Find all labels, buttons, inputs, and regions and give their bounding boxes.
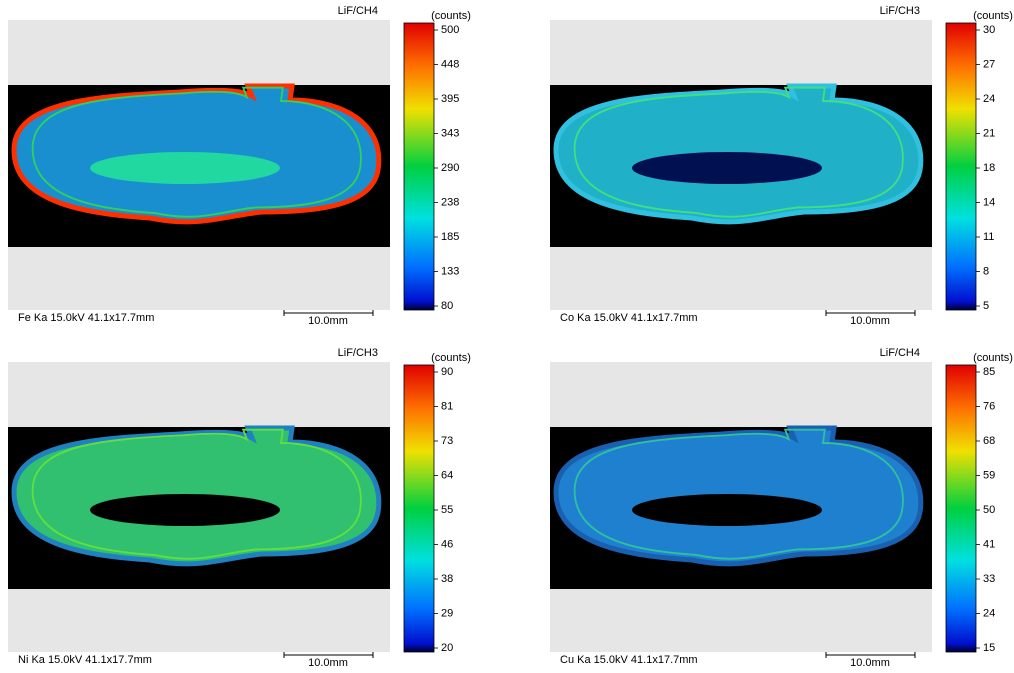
scale-tick-label: 46: [441, 538, 453, 550]
scale-bar-label: 10.0mm: [850, 315, 890, 327]
map-panel: LiF/CH3 (counts) 90 81 73 64 55 46 38 29 20 Ni Ka 1…: [8, 347, 471, 669]
scale-tick-label: 500: [441, 24, 459, 36]
scale-bar-label: 10.0mm: [308, 315, 348, 327]
scale-tick-label: 5: [983, 300, 989, 312]
scale-tick-label: 80: [441, 300, 453, 312]
scale-tick-label: 50: [983, 504, 995, 516]
scale-tick-label: 290: [441, 162, 459, 174]
scale-tick-label: 90: [441, 366, 453, 378]
color-scale: [403, 22, 435, 311]
scale-tick-label: 76: [983, 400, 995, 412]
scale-tick-label: 8: [983, 265, 989, 277]
scale-tick-label: 24: [983, 93, 995, 105]
scale-tick-label: 185: [441, 231, 459, 243]
scale-tick-label: 30: [983, 24, 995, 36]
scale-tick-label: 448: [441, 58, 459, 70]
channel-label: LiF/CH3: [338, 347, 378, 359]
scale-tick-label: 11: [983, 231, 994, 243]
channel-label: LiF/CH4: [880, 347, 920, 359]
map-panel: LiF/CH4 (counts) 500 448 395 343 290 238 185 133 8…: [8, 5, 471, 327]
unit-label: (counts): [973, 10, 1013, 22]
scale-tick-label: 41: [983, 538, 995, 550]
scale-tick-label: 15: [983, 642, 995, 654]
map-panel: LiF/CH4 (counts) 85 76 68 59 50 41 33 24 15 Cu Ka 1…: [550, 347, 1013, 669]
scale-tick-label: 68: [983, 435, 995, 447]
scale-tick-label: 20: [441, 642, 453, 654]
map-caption: Fe Ka 15.0kV 41.1x17.7mm: [18, 312, 154, 324]
sample-core: [632, 494, 822, 526]
color-scale: [945, 364, 977, 653]
sample-rim: [573, 86, 904, 218]
scale-tick-label: 14: [983, 196, 995, 208]
scale-tick-label: 55: [441, 504, 453, 516]
map-caption: Co Ka 15.0kV 41.1x17.7mm: [560, 312, 698, 324]
sample-core: [632, 152, 822, 184]
scale-tick-label: 64: [441, 469, 453, 481]
sample-rim: [31, 428, 362, 560]
scale-tick-label: 73: [441, 435, 453, 447]
scale-tick-label: 59: [983, 469, 995, 481]
sample-core: [90, 152, 280, 184]
map-caption: Cu Ka 15.0kV 41.1x17.7mm: [560, 654, 698, 666]
scale-tick-label: 133: [441, 265, 459, 277]
scale-tick-label: 238: [441, 196, 459, 208]
map-caption: Ni Ka 15.0kV 41.1x17.7mm: [18, 654, 152, 666]
unit-label: (counts): [431, 352, 471, 364]
scale-tick-label: 24: [983, 607, 995, 619]
scale-tick-label: 33: [983, 573, 995, 585]
scale-tick-label: 343: [441, 127, 459, 139]
scale-tick-label: 38: [441, 573, 453, 585]
scale-tick-label: 85: [983, 366, 995, 378]
sample-rim: [573, 428, 904, 560]
color-scale: [945, 22, 977, 311]
unit-label: (counts): [973, 352, 1013, 364]
scale-tick-label: 18: [983, 162, 995, 174]
scale-tick-label: 27: [983, 58, 995, 70]
sample-rim: [31, 86, 362, 218]
map-panel: LiF/CH3 (counts) 30 27 24 21 18 14 11 8 5 Co Ka 15.…: [550, 5, 1013, 327]
scale-bar-label: 10.0mm: [308, 657, 348, 669]
unit-label: (counts): [431, 10, 471, 22]
scale-bar-label: 10.0mm: [850, 657, 890, 669]
channel-label: LiF/CH3: [880, 5, 920, 17]
scale-tick-label: 81: [441, 400, 453, 412]
sample-core: [90, 494, 280, 526]
scale-tick-label: 29: [441, 607, 453, 619]
scale-tick-label: 395: [441, 93, 459, 105]
scale-tick-label: 21: [983, 127, 995, 139]
color-scale: [403, 364, 435, 653]
channel-label: LiF/CH4: [338, 5, 378, 17]
